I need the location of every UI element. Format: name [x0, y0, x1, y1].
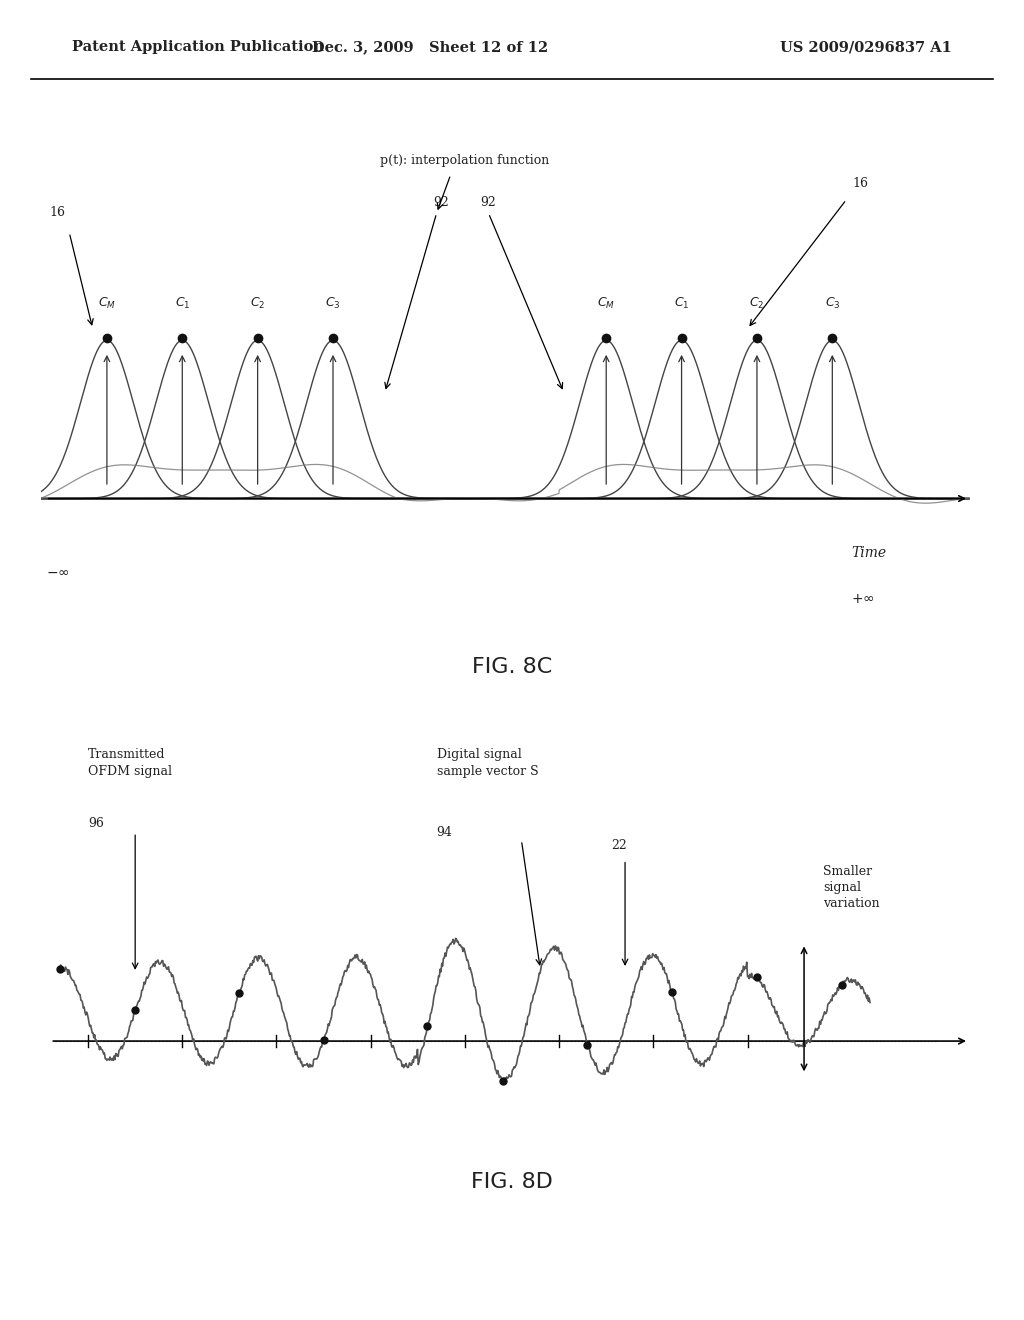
- Text: $C_M$: $C_M$: [98, 296, 116, 312]
- Text: Transmitted
OFDM signal: Transmitted OFDM signal: [88, 748, 172, 779]
- Text: $-\infty$: $-\infty$: [46, 565, 70, 579]
- Text: 96: 96: [88, 817, 104, 830]
- Text: FIG. 8D: FIG. 8D: [471, 1172, 553, 1192]
- Text: $C_2$: $C_2$: [250, 296, 265, 312]
- Text: 92: 92: [433, 197, 450, 209]
- Text: $C_1$: $C_1$: [674, 296, 689, 312]
- Text: FIG. 8C: FIG. 8C: [472, 657, 552, 677]
- Text: $C_2$: $C_2$: [750, 296, 765, 312]
- Text: Digital signal
sample vector S: Digital signal sample vector S: [436, 748, 539, 779]
- Text: $+\infty$: $+\infty$: [851, 591, 874, 606]
- Text: Smaller
signal
variation: Smaller signal variation: [823, 866, 880, 911]
- Text: Dec. 3, 2009   Sheet 12 of 12: Dec. 3, 2009 Sheet 12 of 12: [312, 40, 548, 54]
- Text: Patent Application Publication: Patent Application Publication: [72, 40, 324, 54]
- Text: $C_M$: $C_M$: [597, 296, 615, 312]
- Text: US 2009/0296837 A1: US 2009/0296837 A1: [780, 40, 952, 54]
- Text: 94: 94: [436, 826, 453, 840]
- Text: p(t): interpolation function: p(t): interpolation function: [380, 153, 550, 166]
- Text: $C_3$: $C_3$: [824, 296, 840, 312]
- Text: Time: Time: [851, 545, 887, 560]
- Text: 92: 92: [480, 197, 497, 209]
- Text: $C_1$: $C_1$: [174, 296, 190, 312]
- Text: $C_3$: $C_3$: [326, 296, 341, 312]
- Text: 16: 16: [50, 206, 66, 219]
- Text: 16: 16: [853, 177, 868, 190]
- Text: 22: 22: [611, 838, 627, 851]
